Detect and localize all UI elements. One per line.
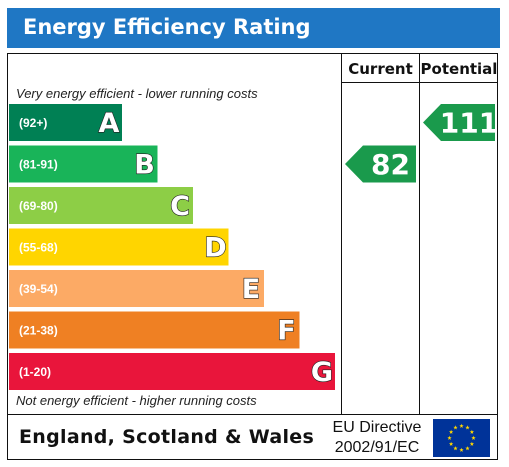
current-rating-value: 82 (371, 148, 410, 181)
band-b-letter: B (134, 150, 155, 181)
band-a-range: (92+) (19, 116, 47, 130)
band-f-range: (21-38) (19, 324, 58, 338)
band-g-range: (1-20) (19, 365, 51, 379)
bottom-note: Not energy efficient - higher running co… (16, 393, 257, 408)
potential-column-header: Potential (420, 60, 498, 78)
eu-star-icon (469, 441, 475, 446)
current-column-header: Current (348, 60, 413, 78)
band-c-bar (9, 187, 193, 224)
eu-star-icon (459, 447, 464, 452)
eu-star-icon (469, 429, 475, 434)
country-label: England, Scotland & Wales (19, 426, 315, 448)
band-c-letter: C (170, 191, 190, 222)
band-c-range: (69-80) (19, 199, 58, 213)
band-d-range: (55-68) (19, 241, 58, 255)
footer-divider (7, 414, 498, 415)
eu-star-icon (448, 441, 454, 446)
eu-star-icon (459, 423, 464, 428)
band-e-range: (39-54) (19, 282, 58, 296)
band-e-letter: E (242, 274, 260, 305)
title-bar: Energy Efficiency Rating (7, 8, 500, 48)
band-b-range: (81-91) (19, 158, 58, 172)
potential-rating-value: 111 (440, 107, 498, 140)
eu-star-icon (471, 435, 476, 440)
band-d-bar (9, 228, 229, 266)
band-e-bar (9, 270, 264, 307)
directive-line-1: EU Directive (332, 419, 422, 436)
header-divider (341, 82, 498, 83)
eu-star-icon (448, 429, 454, 434)
band-b-bar (9, 145, 158, 183)
eu-star-icon (465, 425, 470, 430)
band-a-letter: A (99, 108, 120, 139)
eu-star-icon (453, 425, 458, 430)
current-rating-arrow (345, 145, 416, 183)
band-f-letter: F (277, 316, 295, 347)
divider-current (341, 53, 342, 414)
eu-star-icon (453, 446, 458, 451)
band-d-letter: D (204, 233, 226, 264)
top-note: Very energy efficient - lower running co… (16, 86, 258, 101)
potential-rating-arrow (423, 104, 495, 141)
directive-line-2: 2002/91/EC (334, 439, 420, 456)
divider-potential (419, 53, 420, 414)
eu-flag-icon (433, 419, 490, 457)
band-g-bar (9, 353, 335, 390)
eu-star-icon (447, 435, 452, 440)
band-g-letter: G (311, 357, 333, 388)
page-title: Energy Efficiency Rating (23, 15, 311, 39)
eu-directive: EU Directive 2002/91/EC (327, 418, 427, 458)
band-a-bar (9, 104, 122, 141)
rating-frame (7, 53, 498, 460)
band-f-bar (9, 311, 300, 349)
eu-star-icon (465, 446, 470, 451)
